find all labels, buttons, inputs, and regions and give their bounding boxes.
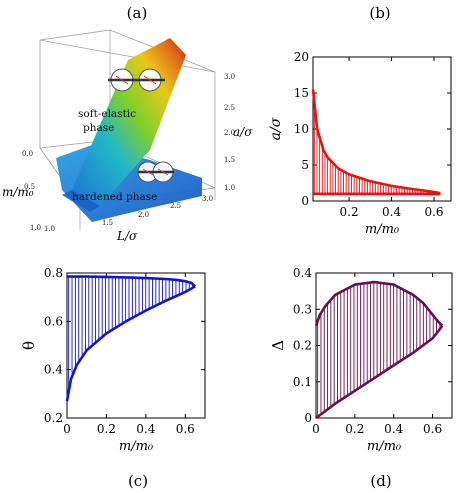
ticks-a: 3.0 2.5 2.0 1.5 1.0 — [224, 73, 235, 192]
y-tick-label-b: 10 — [294, 122, 309, 136]
svg-text:2.0: 2.0 — [138, 211, 149, 219]
series-upper-b — [311, 89, 441, 195]
label-soft-elastic-1: soft-elastic — [78, 108, 136, 120]
plot-frame-b — [312, 56, 452, 202]
y-tick-label-b: 15 — [294, 86, 309, 100]
label-soft-elastic-2: phase — [83, 122, 114, 134]
x-tick-label-b: 0.2 — [340, 205, 359, 219]
panel-letter-d: (d) — [370, 472, 391, 490]
x-tick-label-b: 0.6 — [424, 205, 443, 219]
svg-text:2.0: 2.0 — [224, 129, 235, 137]
svg-text:2.5: 2.5 — [224, 104, 235, 112]
y-tick-label-c: 0.2 — [44, 411, 63, 425]
y-tick-label-b: 5 — [301, 158, 309, 172]
dimer-icon-lower — [137, 161, 174, 183]
x-tick-label-b: 0.4 — [382, 205, 401, 219]
axis-label-L: L/σ — [116, 229, 138, 243]
dimer-icon-upper — [108, 68, 165, 92]
ticks-m: 0.0 0.5 1.0 — [22, 150, 41, 232]
x-tick-label-c: 0.2 — [97, 422, 116, 436]
panel-a-3d-plot: soft-elastic phase hardened phase 0.0 0.… — [2, 29, 253, 243]
y-tick-label-b: 20 — [294, 50, 309, 64]
plot-frame-c — [66, 272, 206, 419]
x-tick-label-d: 0 — [312, 422, 320, 436]
panel-c-chart: 0 0.2 0.4 0.60.20.40.60.8m/m₀θ — [20, 266, 206, 454]
svg-text:0.0: 0.0 — [22, 150, 33, 158]
x-tick-label-c: 0.6 — [176, 422, 195, 436]
hatch-lines-c — [68, 276, 194, 392]
y-tick-label-d: 0.2 — [293, 339, 312, 353]
x-tick-label-d: 0.4 — [384, 422, 403, 436]
y-tick-label-c: 0.4 — [44, 363, 63, 377]
panel-letter-c: (c) — [128, 472, 148, 490]
x-tick-label-c: 0 — [63, 422, 71, 436]
series-lower-c — [65, 285, 196, 402]
panel-letter-b: (b) — [369, 4, 390, 22]
svg-text:1.0: 1.0 — [44, 225, 55, 233]
y-tick-label-d: 0.3 — [293, 302, 312, 316]
hatch-lines-b — [313, 101, 440, 194]
y-axis-label-b: a/σ — [268, 117, 284, 140]
y-tick-label-d: 0.4 — [293, 266, 312, 280]
ticks-L: 1.0 1.5 2.0 2.5 3.0 — [44, 195, 213, 233]
x-tick-label-d: 0.2 — [345, 422, 364, 436]
axis-label-a: a/σ — [233, 125, 253, 139]
x-tick-label-c: 0.4 — [136, 422, 155, 436]
y-tick-label-c: 0.6 — [44, 314, 63, 328]
x-axis-label-c: m/m₀ — [119, 439, 154, 454]
y-tick-label-c: 0.8 — [44, 266, 63, 280]
x-axis-label-b: m/m₀ — [365, 222, 400, 237]
svg-text:2.5: 2.5 — [170, 202, 181, 210]
svg-text:1.0: 1.0 — [30, 224, 41, 232]
series-upper-d — [314, 280, 444, 327]
hatch-lines-d — [317, 282, 441, 417]
series-lower-d — [315, 324, 444, 420]
x-tick-label-d: 0.6 — [423, 422, 442, 436]
panel-letter-a: (a) — [127, 4, 148, 22]
label-hardened-phase: hardened phase — [72, 191, 157, 203]
panel-d-chart: 0 0.2 0.4 0.6 0 0.1 0.2 0.3 0.4 m/m₀ Δ — [269, 266, 453, 454]
svg-text:0.5: 0.5 — [24, 183, 35, 191]
svg-text:3.0: 3.0 — [224, 73, 235, 81]
y-tick-label-d: 0.1 — [293, 375, 312, 389]
y-axis-label-c: θ — [20, 341, 38, 350]
panel-b-chart: 0.2 0.4 0.6 0 5 10 15 20 m/m₀ a/σ — [268, 50, 452, 237]
y-axis-label-d: Δ — [269, 340, 287, 351]
x-axis-label-d: m/m₀ — [367, 439, 402, 454]
y-tick-label-b: 0 — [301, 194, 309, 208]
y-tick-label-d: 0 — [304, 411, 312, 425]
svg-text:1.0: 1.0 — [224, 184, 235, 192]
svg-text:1.5: 1.5 — [102, 219, 113, 227]
svg-text:1.5: 1.5 — [224, 156, 235, 164]
series-upper-c — [67, 275, 196, 288]
svg-text:3.0: 3.0 — [202, 195, 213, 203]
axis-label-m: m/m₀ — [2, 185, 34, 199]
